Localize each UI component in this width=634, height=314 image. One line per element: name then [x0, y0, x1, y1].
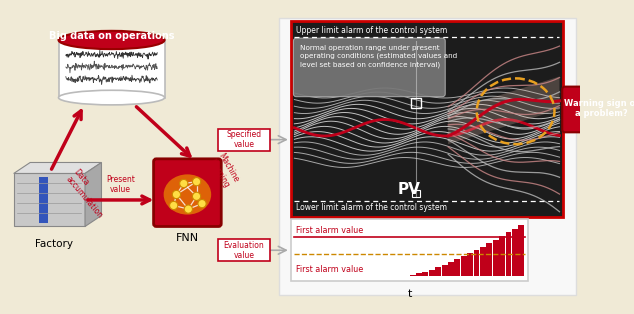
Text: Present
value: Present value — [107, 175, 135, 194]
Bar — [411, 99, 420, 108]
Polygon shape — [14, 162, 101, 173]
Bar — [39, 177, 48, 223]
Text: Lower limit alarm of the control system: Lower limit alarm of the control system — [296, 203, 447, 212]
Text: FNN: FNN — [176, 233, 199, 243]
Polygon shape — [448, 77, 559, 144]
Text: Upper limit alarm of the control system: Upper limit alarm of the control system — [296, 26, 448, 35]
Bar — [416, 273, 422, 276]
Text: Big data on operations: Big data on operations — [49, 31, 174, 41]
Circle shape — [172, 190, 181, 198]
Bar — [486, 243, 492, 276]
Text: First alarm value: First alarm value — [296, 226, 363, 236]
Text: Factory: Factory — [35, 239, 73, 249]
Text: Normal operation range under present
operating conditions (estimated values and
: Normal operation range under present ope… — [300, 45, 457, 68]
Circle shape — [198, 199, 206, 208]
Bar — [448, 262, 454, 276]
Circle shape — [193, 178, 201, 186]
Bar — [291, 219, 528, 281]
Bar — [461, 257, 467, 276]
Bar — [455, 259, 460, 276]
Bar — [499, 236, 505, 276]
Text: First alarm value: First alarm value — [296, 265, 363, 274]
Text: Machine
learning: Machine learning — [207, 152, 240, 189]
Bar — [480, 247, 486, 276]
Polygon shape — [85, 162, 101, 226]
Bar — [279, 18, 576, 295]
Bar — [519, 225, 524, 276]
Circle shape — [184, 205, 193, 213]
FancyBboxPatch shape — [294, 38, 445, 97]
Bar — [467, 253, 473, 276]
Bar — [422, 272, 429, 276]
Ellipse shape — [58, 90, 165, 105]
Circle shape — [169, 201, 178, 209]
Bar — [429, 270, 435, 276]
FancyBboxPatch shape — [219, 239, 269, 261]
FancyBboxPatch shape — [562, 87, 634, 132]
Bar — [474, 250, 479, 276]
Bar — [493, 240, 499, 276]
Ellipse shape — [164, 174, 211, 214]
Text: Evaluation
value: Evaluation value — [224, 241, 264, 260]
Text: PV: PV — [398, 182, 420, 197]
Circle shape — [193, 192, 201, 200]
Text: Data
accumulation: Data accumulation — [64, 167, 112, 220]
Bar — [412, 190, 420, 197]
Circle shape — [179, 179, 188, 188]
FancyBboxPatch shape — [219, 129, 269, 151]
Text: Specified
value: Specified value — [226, 130, 262, 149]
Bar — [441, 265, 448, 276]
Bar — [512, 229, 518, 276]
Bar — [505, 232, 512, 276]
Bar — [291, 21, 563, 217]
Bar — [58, 40, 165, 99]
Text: t: t — [408, 289, 411, 299]
Bar — [410, 275, 415, 276]
Bar — [435, 267, 441, 276]
Ellipse shape — [58, 31, 165, 49]
Polygon shape — [14, 173, 85, 226]
FancyBboxPatch shape — [153, 159, 221, 226]
Text: Warning sign of
a problem?: Warning sign of a problem? — [564, 99, 634, 118]
